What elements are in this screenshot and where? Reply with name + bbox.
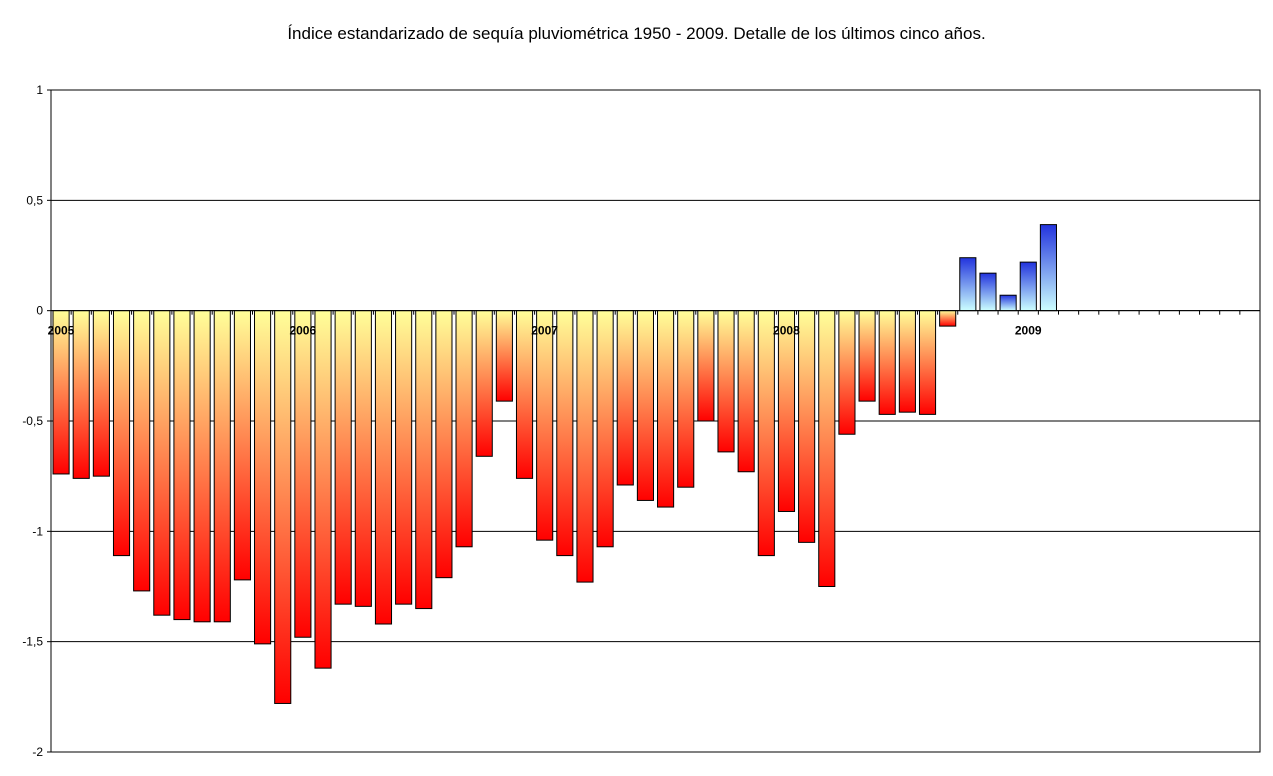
bar — [193, 310, 211, 623]
bar — [898, 310, 916, 413]
bar — [959, 257, 977, 312]
bar — [112, 310, 131, 557]
bar — [878, 310, 896, 415]
bar — [274, 310, 292, 704]
bar — [153, 310, 171, 616]
bars — [52, 224, 1057, 704]
bar — [536, 310, 554, 541]
bar — [818, 310, 836, 587]
bar — [717, 310, 735, 453]
y-tick-label: 0 — [36, 304, 43, 318]
y-tick-label: 0,5 — [26, 193, 43, 207]
bar — [354, 310, 372, 607]
bar — [697, 310, 715, 422]
bar — [515, 310, 534, 479]
y-tick-label: -1,5 — [22, 635, 43, 649]
bar — [334, 310, 352, 605]
bar — [233, 310, 251, 581]
x-year-label: 2005 — [48, 324, 75, 338]
bar — [596, 310, 614, 548]
bar — [1039, 224, 1057, 312]
bar — [838, 310, 856, 435]
bar — [495, 310, 513, 402]
bar — [72, 310, 90, 479]
x-year-label: 2008 — [773, 324, 800, 338]
bar — [757, 310, 775, 557]
bar — [374, 310, 393, 625]
bar — [556, 310, 574, 557]
chart-title: Índice estandarizado de sequía pluviomét… — [287, 24, 986, 43]
bar — [798, 310, 816, 543]
bar — [455, 310, 473, 548]
bar — [435, 310, 453, 579]
bar — [737, 310, 755, 473]
bar — [677, 310, 695, 488]
bar — [939, 310, 957, 327]
bar — [395, 310, 413, 605]
y-tick-label: 1 — [36, 83, 43, 97]
axes — [47, 89, 1261, 753]
plot-frame — [50, 89, 1261, 753]
bar — [777, 310, 796, 512]
bar — [133, 310, 151, 592]
gridlines — [51, 89, 1260, 753]
bar — [294, 310, 312, 638]
bar — [213, 310, 231, 623]
y-tick-label: -1 — [32, 524, 43, 538]
bar — [254, 310, 272, 645]
bar — [475, 310, 493, 457]
bar — [415, 310, 433, 610]
y-tick-label: -2 — [32, 745, 43, 759]
bar — [979, 272, 997, 312]
bar — [918, 310, 937, 415]
bar — [92, 310, 110, 477]
axis-labels: 1 0,5 0 -0,5 -1 -1,5 -2 2005 2006 2007 2008 2009 — [22, 83, 1042, 759]
x-year-label: 2009 — [1015, 324, 1042, 338]
bar — [314, 310, 332, 669]
bar — [1019, 261, 1037, 312]
bar — [657, 310, 675, 508]
bar — [636, 310, 654, 501]
bar — [616, 310, 634, 486]
bar — [858, 310, 876, 402]
y-tick-label: -0,5 — [22, 414, 43, 428]
bar — [576, 310, 594, 583]
x-year-label: 2006 — [289, 324, 316, 338]
bar — [173, 310, 191, 621]
bar — [999, 294, 1017, 312]
x-year-label: 2007 — [531, 324, 558, 338]
